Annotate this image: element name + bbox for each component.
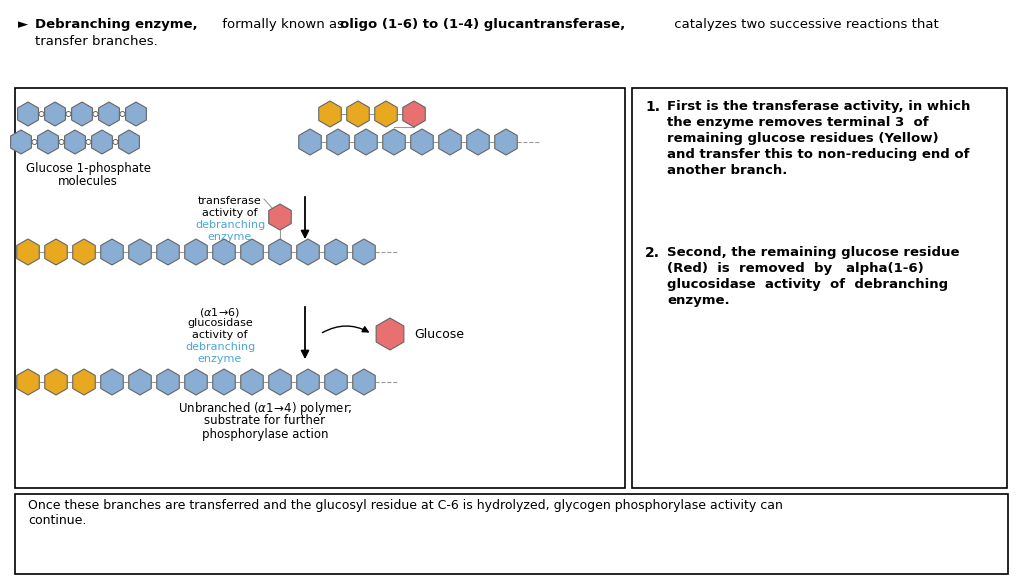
Text: Glucose 1-phosphate: Glucose 1-phosphate: [26, 162, 151, 175]
Circle shape: [113, 139, 118, 145]
Polygon shape: [347, 101, 370, 127]
Text: transferase: transferase: [198, 196, 262, 206]
Polygon shape: [16, 239, 39, 265]
Polygon shape: [129, 239, 152, 265]
Polygon shape: [352, 369, 375, 395]
Polygon shape: [297, 239, 319, 265]
Polygon shape: [126, 102, 146, 126]
FancyBboxPatch shape: [632, 88, 1007, 488]
Text: Debranching enzyme,: Debranching enzyme,: [35, 18, 198, 31]
Polygon shape: [17, 102, 38, 126]
Polygon shape: [213, 239, 236, 265]
Circle shape: [93, 112, 98, 116]
Text: oligo (1-6) to (1-4) glucantransferase,: oligo (1-6) to (1-4) glucantransferase,: [340, 18, 626, 31]
Polygon shape: [325, 239, 347, 265]
FancyBboxPatch shape: [15, 88, 625, 488]
Polygon shape: [65, 130, 85, 154]
Circle shape: [120, 112, 125, 116]
Text: 2.: 2.: [645, 246, 660, 260]
Text: formally known as: formally known as: [218, 18, 348, 31]
Circle shape: [59, 139, 63, 145]
Text: $(\alpha1\!\rightarrow\!6)$: $(\alpha1\!\rightarrow\!6)$: [200, 306, 241, 319]
Text: First is the transferase activity, in which: First is the transferase activity, in wh…: [667, 100, 971, 113]
Polygon shape: [16, 369, 39, 395]
Polygon shape: [297, 369, 319, 395]
Polygon shape: [45, 369, 68, 395]
Polygon shape: [299, 129, 322, 155]
Polygon shape: [375, 101, 397, 127]
Polygon shape: [157, 239, 179, 265]
Polygon shape: [73, 239, 95, 265]
Polygon shape: [318, 101, 341, 127]
Polygon shape: [100, 369, 123, 395]
Polygon shape: [45, 239, 68, 265]
Polygon shape: [268, 239, 291, 265]
Text: remaining glucose residues (Yellow): remaining glucose residues (Yellow): [667, 132, 939, 145]
Polygon shape: [352, 239, 375, 265]
Polygon shape: [402, 101, 425, 127]
Polygon shape: [268, 369, 291, 395]
Text: glucosidase  activity  of  debranching: glucosidase activity of debranching: [667, 278, 948, 291]
Polygon shape: [325, 369, 347, 395]
Polygon shape: [376, 318, 403, 350]
Polygon shape: [91, 130, 113, 154]
Polygon shape: [411, 129, 433, 155]
Polygon shape: [73, 369, 95, 395]
Polygon shape: [184, 239, 207, 265]
FancyBboxPatch shape: [15, 494, 1008, 574]
Polygon shape: [241, 369, 263, 395]
Polygon shape: [45, 102, 66, 126]
Text: catalyzes two successive reactions that: catalyzes two successive reactions that: [670, 18, 939, 31]
Text: Unbranched $(\alpha1\!\rightarrow\!4)$ polymer;: Unbranched $(\alpha1\!\rightarrow\!4)$ p…: [178, 400, 352, 417]
Text: activity of: activity of: [193, 330, 248, 340]
Text: molecules: molecules: [58, 175, 118, 188]
Text: transfer branches.: transfer branches.: [35, 35, 158, 48]
Text: ►: ►: [18, 18, 29, 31]
Circle shape: [86, 139, 91, 145]
Polygon shape: [38, 130, 58, 154]
Circle shape: [39, 112, 44, 116]
Text: Once these branches are transferred and the glucosyl residue at C-6 is hydrolyze: Once these branches are transferred and …: [28, 499, 783, 527]
Circle shape: [66, 112, 71, 116]
Polygon shape: [129, 369, 152, 395]
Text: Second, the remaining glucose residue: Second, the remaining glucose residue: [667, 246, 959, 259]
Text: 1.: 1.: [645, 100, 660, 114]
Text: Glucose: Glucose: [414, 328, 464, 340]
Text: enzyme.: enzyme.: [667, 294, 730, 307]
Text: (Red)  is  removed  by   alpha(1-6): (Red) is removed by alpha(1-6): [667, 262, 924, 275]
Polygon shape: [72, 102, 92, 126]
Text: and transfer this to non-reducing end of: and transfer this to non-reducing end of: [667, 148, 970, 161]
Polygon shape: [119, 130, 139, 154]
Text: substrate for further: substrate for further: [205, 414, 326, 427]
Polygon shape: [467, 129, 489, 155]
Polygon shape: [98, 102, 120, 126]
Polygon shape: [213, 369, 236, 395]
Polygon shape: [327, 129, 349, 155]
Polygon shape: [495, 129, 517, 155]
Text: phosphorylase action: phosphorylase action: [202, 428, 329, 441]
Text: activity of: activity of: [203, 208, 258, 218]
Text: enzyme: enzyme: [208, 232, 252, 242]
Polygon shape: [157, 369, 179, 395]
Text: the enzyme removes terminal 3  of: the enzyme removes terminal 3 of: [667, 116, 929, 129]
Text: another branch.: another branch.: [667, 164, 787, 177]
Polygon shape: [354, 129, 377, 155]
Text: glucosidase: glucosidase: [187, 318, 253, 328]
Text: debranching: debranching: [185, 342, 255, 352]
Text: debranching: debranching: [195, 220, 265, 230]
Circle shape: [32, 139, 37, 145]
Polygon shape: [241, 239, 263, 265]
Polygon shape: [10, 130, 32, 154]
Text: enzyme: enzyme: [198, 354, 242, 364]
Polygon shape: [268, 204, 291, 230]
Polygon shape: [184, 369, 207, 395]
Polygon shape: [100, 239, 123, 265]
Polygon shape: [383, 129, 406, 155]
Polygon shape: [438, 129, 461, 155]
